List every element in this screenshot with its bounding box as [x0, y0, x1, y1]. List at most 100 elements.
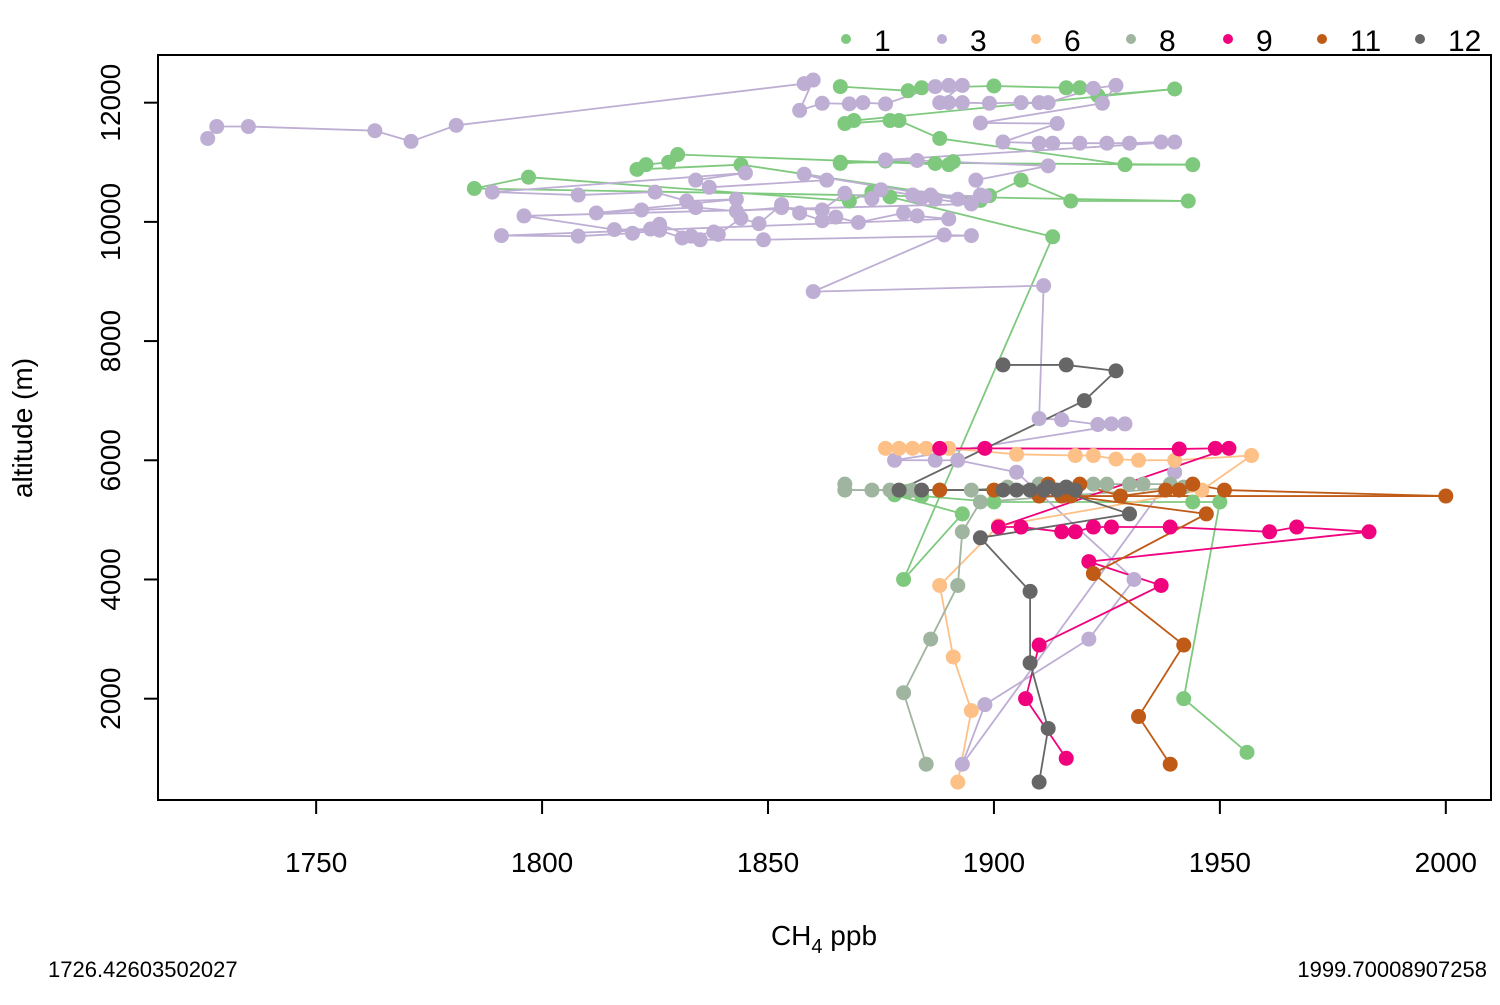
series-9-line — [1088, 560, 1162, 587]
series-3-line — [1038, 285, 1045, 419]
series-3-point — [950, 191, 966, 207]
x-tick-label: 1750 — [285, 847, 347, 878]
series-12-point — [1022, 482, 1038, 498]
series-1-point — [1072, 80, 1088, 96]
series-1-point — [1212, 494, 1228, 510]
x-tick-label: 2000 — [1415, 847, 1477, 878]
series-12-point — [1040, 720, 1056, 736]
series-3-line — [709, 179, 827, 189]
series-11-line — [1137, 644, 1185, 718]
series-1-line — [474, 176, 529, 190]
series-3-point — [570, 228, 586, 244]
series-3-point — [977, 188, 993, 204]
series-6-point — [1009, 446, 1025, 462]
series-6-line — [1201, 454, 1253, 491]
series-3-line — [492, 191, 579, 196]
series-3-point — [841, 96, 857, 112]
series-3-point — [972, 115, 988, 131]
series-3-point — [1040, 158, 1056, 174]
series-9-line — [1088, 530, 1370, 563]
series-1-line — [993, 85, 1067, 89]
series-3-point — [954, 95, 970, 111]
series-3-point — [1108, 77, 1124, 93]
series-8-point — [918, 756, 934, 772]
legend-marker-11 — [1317, 34, 1327, 44]
series-3-line — [957, 459, 1017, 474]
series-12-point — [1058, 357, 1074, 373]
series-3-point — [652, 222, 668, 238]
series-3-point — [774, 197, 790, 213]
series-6-point — [1244, 448, 1260, 464]
series-9-point — [1171, 441, 1187, 457]
series-3-point — [828, 209, 844, 225]
series-1-line — [1020, 179, 1072, 202]
x-axis-title: CH4 ppb — [771, 920, 877, 958]
series-12-point — [1067, 482, 1083, 498]
series-3-point — [606, 222, 622, 238]
series-11-point — [1112, 488, 1128, 504]
series-11-line — [1070, 495, 1207, 515]
series-3-line — [813, 284, 1044, 293]
series-3-line — [961, 471, 1176, 765]
series-8-point — [963, 482, 979, 498]
series-9-point — [990, 519, 1006, 535]
series-3-point — [1031, 411, 1047, 427]
series-6-line — [952, 656, 973, 711]
series-3-point — [633, 202, 649, 218]
y-axis-title: altitude (m) — [7, 358, 38, 498]
series-12-point — [1049, 482, 1065, 498]
series-9-point — [1221, 440, 1237, 456]
series-11-point — [1162, 756, 1178, 772]
series-3-point — [1081, 631, 1097, 647]
series-12-point — [914, 482, 930, 498]
series-3-point — [1049, 116, 1065, 132]
series-8-point — [864, 482, 880, 498]
series-1-point — [1185, 157, 1201, 173]
series-3-point — [941, 211, 957, 227]
series-3-line — [961, 704, 986, 765]
legend-label-12: 12 — [1448, 25, 1481, 58]
series-8-point — [923, 631, 939, 647]
series-3-point — [1031, 135, 1047, 151]
series-3-point — [909, 152, 925, 168]
series-3-point — [896, 205, 912, 221]
legend-label-6: 6 — [1064, 25, 1081, 58]
series-3-point — [855, 95, 871, 111]
series-1-point — [1176, 691, 1192, 707]
series-6-point — [1167, 452, 1183, 468]
series-3-point — [588, 205, 604, 221]
series-3-line — [763, 234, 972, 241]
legend-marker-1 — [841, 34, 851, 44]
series-6-line — [1016, 453, 1076, 457]
series-1-point — [1167, 81, 1183, 97]
series-3-point — [968, 172, 984, 188]
series-8-point — [972, 494, 988, 510]
series-9-point — [1013, 519, 1029, 535]
series-9-line — [998, 447, 1230, 528]
legend-marker-6 — [1031, 34, 1041, 44]
series-6-point — [963, 703, 979, 719]
series-3-point — [403, 133, 419, 149]
series-3-point — [516, 208, 532, 224]
series-6-point — [1108, 451, 1124, 467]
series-3-point — [963, 228, 979, 244]
series-12-line — [979, 537, 1031, 593]
series-12-point — [995, 482, 1011, 498]
legend-label-8: 8 — [1159, 25, 1176, 58]
series-3-point — [701, 179, 717, 195]
series-11-point — [1176, 637, 1192, 653]
legend-marker-12 — [1415, 34, 1425, 44]
series-3-point — [963, 196, 979, 212]
series-11-line — [1120, 489, 1166, 497]
series-3-point — [484, 184, 500, 200]
series-3-point — [1167, 464, 1183, 480]
series-3-point — [1122, 135, 1138, 151]
series-11-point — [1158, 482, 1174, 498]
series-3-point — [927, 191, 943, 207]
series-3-line — [596, 209, 642, 214]
series-3-point — [954, 77, 970, 93]
series-8-point — [950, 577, 966, 593]
series-3-point — [1090, 417, 1106, 433]
series-3-line — [410, 124, 457, 143]
series-3-line — [248, 125, 375, 132]
